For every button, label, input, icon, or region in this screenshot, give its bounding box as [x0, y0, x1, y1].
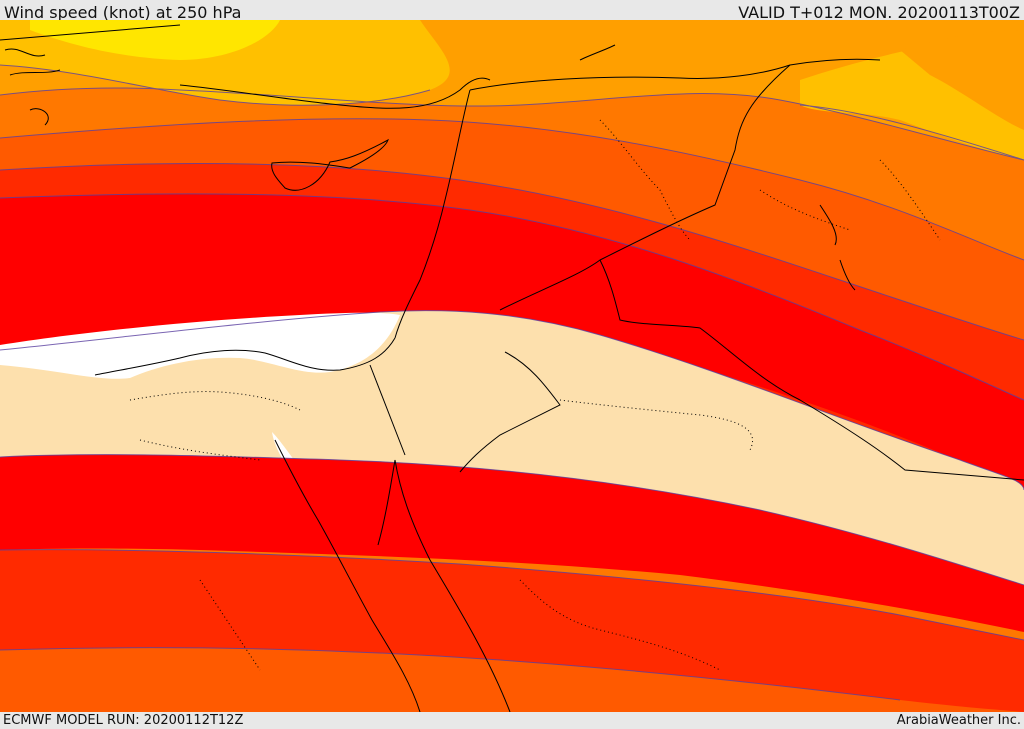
- map-title: Wind speed (knot) at 250 hPa: [4, 3, 242, 22]
- band-white-minimum: [0, 312, 400, 379]
- valid-time-label: VALID T+012 MON. 20200113T00Z: [738, 3, 1020, 22]
- band-yellow-north: [30, 20, 280, 60]
- band-red-core: [0, 193, 1024, 490]
- band-red-south: [0, 454, 1024, 632]
- model-run-label: ECMWF MODEL RUN: 20200112T12Z: [3, 713, 244, 728]
- internal-borders: [129, 119, 941, 671]
- band-calm: [0, 310, 1024, 585]
- coastlines: [0, 24, 1024, 712]
- credit-label: ArabiaWeather Inc.: [896, 713, 1021, 728]
- contour-lines: [0, 64, 1024, 701]
- wind-speed-map: [0, 20, 1024, 712]
- band-light-orange-northeast: [900, 30, 1024, 130]
